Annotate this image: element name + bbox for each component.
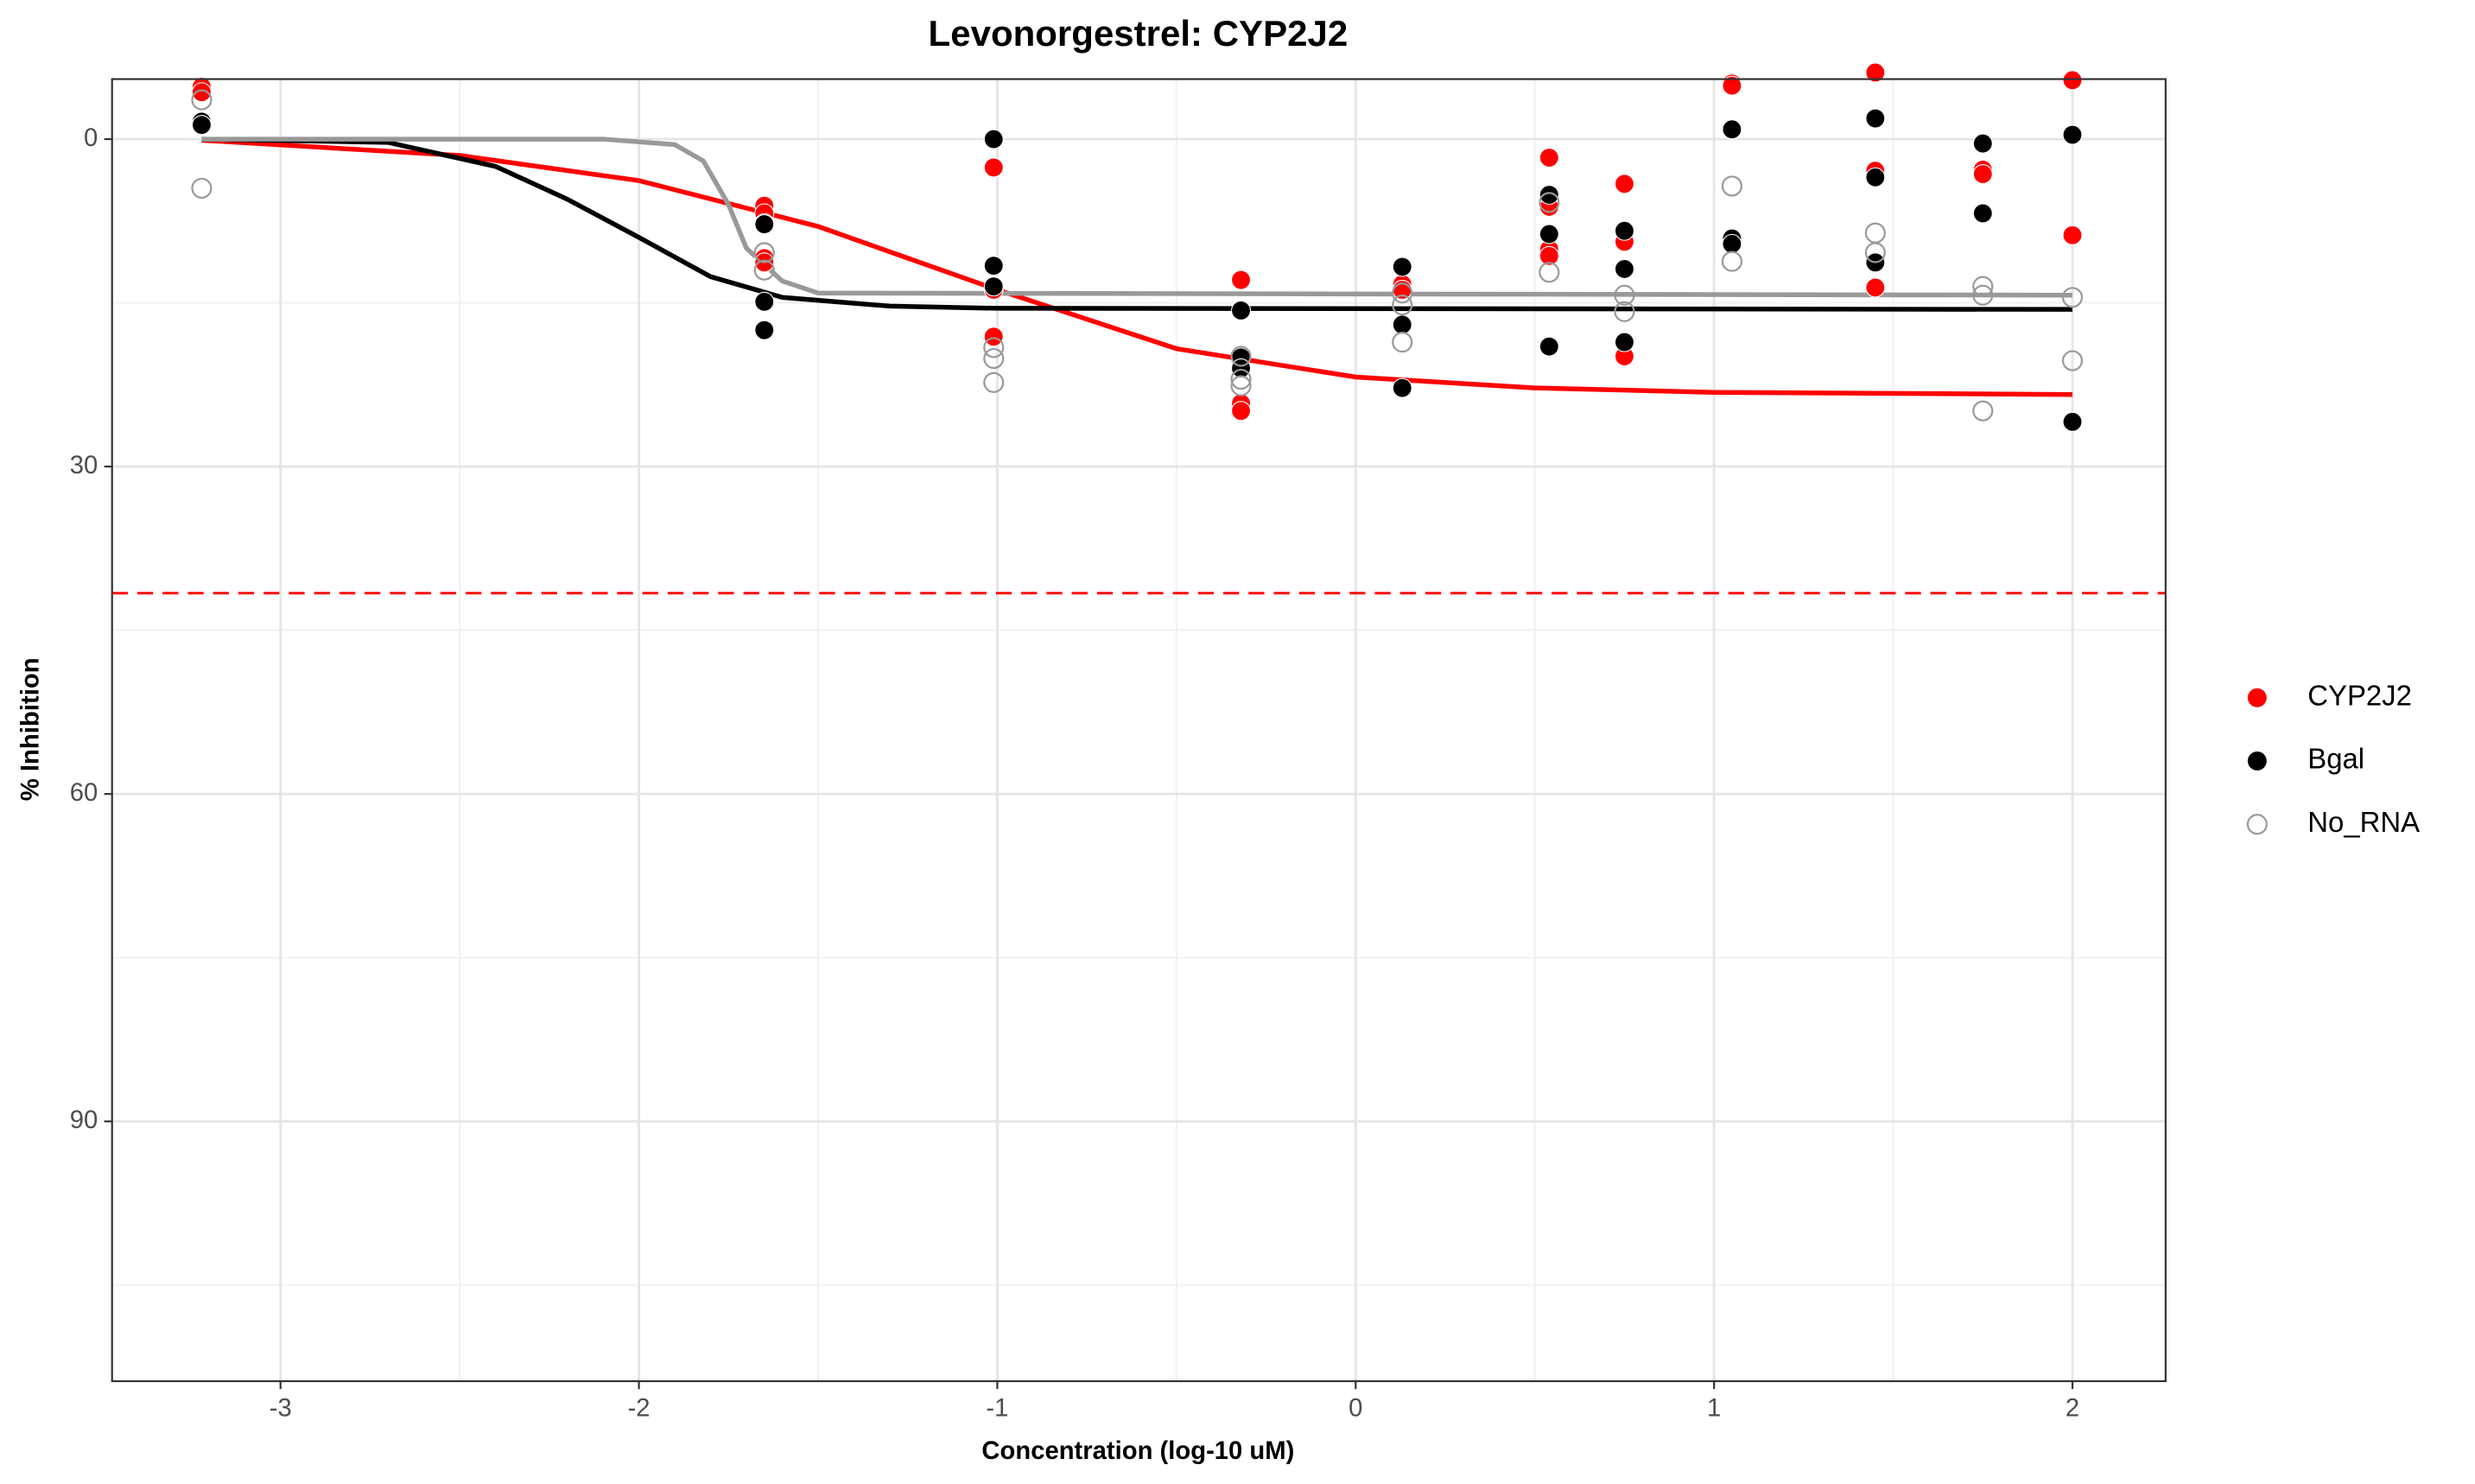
data-point bbox=[1614, 220, 1634, 241]
data-point bbox=[1539, 184, 1559, 206]
data-point bbox=[1722, 233, 1742, 254]
grid: -3 -2 -1 0 1 2 0 30 60 90 bbox=[70, 79, 2166, 1423]
data-point bbox=[1231, 401, 1252, 422]
data-point bbox=[983, 157, 1004, 178]
legend-label: Bgal bbox=[2307, 743, 2364, 775]
x-tick-label: 2 bbox=[2066, 1395, 2079, 1423]
data-point bbox=[1614, 258, 1634, 279]
data-point bbox=[1972, 400, 1994, 422]
data-point bbox=[1722, 119, 1742, 140]
legend-label: No_RNA bbox=[2307, 806, 2420, 838]
data-point bbox=[983, 347, 1005, 370]
data-point bbox=[1539, 245, 1559, 266]
data-point bbox=[191, 89, 213, 111]
data-point bbox=[1539, 192, 1560, 213]
data-point bbox=[754, 214, 775, 235]
data-point bbox=[1392, 282, 1413, 304]
data-point bbox=[983, 129, 1004, 149]
data-point bbox=[191, 177, 213, 200]
data-point bbox=[983, 256, 1004, 276]
legend-marker bbox=[2247, 688, 2267, 707]
data-point bbox=[1392, 295, 1413, 316]
marks bbox=[111, 62, 2166, 595]
plot-border bbox=[111, 78, 2167, 1383]
data-point bbox=[1539, 224, 1559, 244]
data-point bbox=[1864, 242, 1886, 263]
data-point bbox=[1230, 368, 1252, 390]
data-point bbox=[1614, 284, 1635, 306]
data-point bbox=[983, 327, 1004, 347]
x-tick-label: 1 bbox=[1707, 1395, 1721, 1423]
data-point bbox=[1614, 301, 1635, 322]
data-point bbox=[2062, 70, 2083, 91]
data-point bbox=[1614, 174, 1634, 194]
data-point bbox=[1392, 314, 1412, 335]
data-point bbox=[1865, 108, 1886, 129]
x-tick-label: -2 bbox=[628, 1395, 650, 1423]
data-point bbox=[2061, 350, 2084, 371]
data-point bbox=[1721, 175, 1742, 197]
data-point bbox=[1231, 300, 1252, 320]
data-point bbox=[1972, 276, 1994, 297]
data-point bbox=[1539, 336, 1559, 357]
data-point bbox=[753, 259, 775, 281]
data-point bbox=[983, 337, 1005, 358]
data-point bbox=[1539, 148, 1559, 168]
x-tick-label: 0 bbox=[1349, 1395, 1362, 1423]
data-point bbox=[1392, 257, 1412, 277]
fit-curve bbox=[201, 137, 2073, 397]
data-point bbox=[1972, 203, 1993, 224]
data-point bbox=[1972, 163, 1993, 185]
data-point bbox=[1614, 332, 1634, 352]
data-point bbox=[2061, 287, 2084, 308]
legend-marker bbox=[2246, 814, 2268, 835]
x-tick-label: -1 bbox=[986, 1395, 1008, 1423]
data-point bbox=[1721, 251, 1742, 272]
data-point bbox=[2062, 124, 2083, 145]
data-point bbox=[1722, 75, 1742, 96]
data-point bbox=[753, 242, 775, 263]
y-tick-label: 0 bbox=[84, 124, 98, 152]
data-point bbox=[1392, 377, 1412, 398]
data-point bbox=[1539, 262, 1560, 283]
y-tick-label: 30 bbox=[70, 452, 98, 479]
x-tick-label: -3 bbox=[270, 1395, 292, 1423]
fit-curve bbox=[201, 136, 2073, 312]
y-axis-label: % Inhibition bbox=[16, 657, 44, 801]
data-point bbox=[1392, 331, 1413, 353]
y-tick-label: 90 bbox=[70, 1107, 98, 1134]
data-point bbox=[754, 291, 775, 312]
fit-curve bbox=[201, 136, 2073, 298]
data-point bbox=[191, 115, 212, 136]
data-point bbox=[1865, 167, 1886, 187]
data-point bbox=[1865, 62, 1886, 83]
legend-marker bbox=[2247, 751, 2267, 771]
data-point bbox=[1865, 277, 1886, 298]
y-tick-label: 60 bbox=[70, 779, 98, 807]
data-point bbox=[1230, 375, 1252, 396]
data-point bbox=[1230, 346, 1252, 367]
data-point bbox=[1231, 358, 1252, 378]
data-point bbox=[754, 320, 775, 340]
data-point bbox=[983, 371, 1005, 393]
data-point bbox=[191, 82, 212, 103]
data-point bbox=[983, 276, 1004, 297]
data-point bbox=[2062, 411, 2083, 432]
data-point bbox=[2062, 225, 2083, 245]
data-point bbox=[1972, 284, 1994, 306]
data-point bbox=[1231, 270, 1252, 290]
legend: CYP2J2 Bgal No_RNA bbox=[2246, 679, 2420, 838]
chart-title: Levonorgestrel: CYP2J2 bbox=[929, 13, 1349, 54]
x-axis-label: Concentration (log-10 uM) bbox=[981, 1437, 1294, 1465]
data-point bbox=[1972, 133, 1993, 154]
legend-label: CYP2J2 bbox=[2307, 679, 2412, 711]
